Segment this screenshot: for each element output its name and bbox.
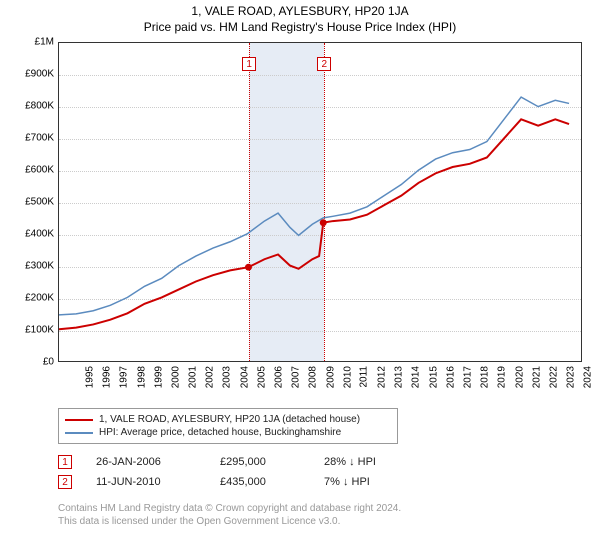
y-tick-label: £700K bbox=[25, 133, 54, 144]
x-tick-label: 2017 bbox=[462, 366, 473, 388]
x-tick-label: 2019 bbox=[497, 366, 508, 388]
x-tick-label: 2023 bbox=[565, 366, 576, 388]
y-tick-label: £600K bbox=[25, 165, 54, 176]
x-tick-label: 2024 bbox=[582, 366, 593, 388]
x-tick-label: 1997 bbox=[119, 366, 130, 388]
series-line bbox=[59, 97, 569, 315]
y-tick-label: £500K bbox=[25, 197, 54, 208]
x-tick-label: 2003 bbox=[222, 366, 233, 388]
x-axis: 1995 1996 1997 1998 1999 2000 2001 2002 2003 2004… bbox=[58, 362, 582, 402]
y-tick-label: £0 bbox=[43, 357, 54, 368]
x-tick-label: 2011 bbox=[358, 366, 369, 388]
datapoint-row: 2 11-JUN-2010 £435,000 7% ↓ HPI bbox=[58, 472, 590, 492]
legend-swatch bbox=[65, 432, 93, 434]
x-tick-label: 2004 bbox=[239, 366, 250, 388]
datapoint-row: 1 26-JAN-2006 £295,000 28% ↓ HPI bbox=[58, 452, 590, 472]
datapoint-marker: 1 bbox=[58, 455, 72, 469]
chart-title-subtitle: Price paid vs. HM Land Registry's House … bbox=[0, 20, 600, 34]
datapoint-price: £295,000 bbox=[220, 456, 300, 468]
footer-attribution: Contains HM Land Registry data © Crown c… bbox=[58, 502, 590, 528]
x-tick-label: 2014 bbox=[411, 366, 422, 388]
x-tick-label: 1996 bbox=[101, 366, 112, 388]
legend: 1, VALE ROAD, AYLESBURY, HP20 1JA (detac… bbox=[58, 408, 398, 444]
marker-box: 1 bbox=[242, 57, 256, 71]
x-tick-label: 2002 bbox=[205, 366, 216, 388]
y-tick-label: £200K bbox=[25, 293, 54, 304]
x-tick-label: 2020 bbox=[514, 366, 525, 388]
datapoint-marker: 2 bbox=[58, 475, 72, 489]
footer-line-1: Contains HM Land Registry data © Crown c… bbox=[58, 502, 590, 515]
x-tick-label: 2021 bbox=[531, 366, 542, 388]
y-tick-label: £300K bbox=[25, 261, 54, 272]
x-tick-label: 2018 bbox=[479, 366, 490, 388]
x-tick-label: 1999 bbox=[153, 366, 164, 388]
x-tick-label: 2009 bbox=[325, 366, 336, 388]
series-line bbox=[59, 119, 569, 329]
x-tick-label: 2013 bbox=[393, 366, 404, 388]
series-marker bbox=[245, 264, 252, 271]
legend-label: 1, VALE ROAD, AYLESBURY, HP20 1JA (detac… bbox=[99, 414, 360, 425]
chart-area: £0 £100K £200K £300K £400K £500K £600K £700K £80… bbox=[10, 42, 590, 402]
datapoint-price: £435,000 bbox=[220, 476, 300, 488]
x-tick-label: 2016 bbox=[445, 366, 456, 388]
datapoints-table: 1 26-JAN-2006 £295,000 28% ↓ HPI 2 11-JUN-201… bbox=[58, 452, 590, 492]
chart-title-address: 1, VALE ROAD, AYLESBURY, HP20 1JA bbox=[0, 4, 600, 18]
datapoint-diff: 28% ↓ HPI bbox=[324, 456, 376, 468]
y-tick-label: £400K bbox=[25, 229, 54, 240]
y-axis: £0£100K£200K£300K£400K£500K£600K£700K£80… bbox=[10, 42, 58, 362]
x-tick-label: 2010 bbox=[342, 366, 353, 388]
marker-box: 2 bbox=[317, 57, 331, 71]
x-tick-label: 2007 bbox=[290, 366, 301, 388]
chart-lines bbox=[59, 43, 581, 361]
series-marker bbox=[320, 219, 327, 226]
plot-area: 12 bbox=[58, 42, 582, 362]
x-tick-label: 2012 bbox=[376, 366, 387, 388]
legend-label: HPI: Average price, detached house, Buck… bbox=[99, 427, 341, 438]
x-tick-label: 2001 bbox=[187, 366, 198, 388]
y-tick-label: £100K bbox=[25, 325, 54, 336]
legend-row: HPI: Average price, detached house, Buck… bbox=[65, 426, 391, 439]
y-tick-label: £900K bbox=[25, 69, 54, 80]
footer-line-2: This data is licensed under the Open Gov… bbox=[58, 515, 590, 528]
y-tick-label: £800K bbox=[25, 101, 54, 112]
x-tick-label: 1998 bbox=[136, 366, 147, 388]
y-tick-label: £1M bbox=[35, 37, 54, 48]
x-tick-label: 1995 bbox=[84, 366, 95, 388]
x-tick-label: 2015 bbox=[428, 366, 439, 388]
datapoint-date: 26-JAN-2006 bbox=[96, 456, 196, 468]
datapoint-date: 11-JUN-2010 bbox=[96, 476, 196, 488]
legend-row: 1, VALE ROAD, AYLESBURY, HP20 1JA (detac… bbox=[65, 413, 391, 426]
legend-swatch bbox=[65, 419, 93, 421]
x-tick-label: 2000 bbox=[170, 366, 181, 388]
datapoint-diff: 7% ↓ HPI bbox=[324, 476, 370, 488]
x-tick-label: 2005 bbox=[256, 366, 267, 388]
x-tick-label: 2008 bbox=[308, 366, 319, 388]
x-tick-label: 2022 bbox=[548, 366, 559, 388]
x-tick-label: 2006 bbox=[273, 366, 284, 388]
